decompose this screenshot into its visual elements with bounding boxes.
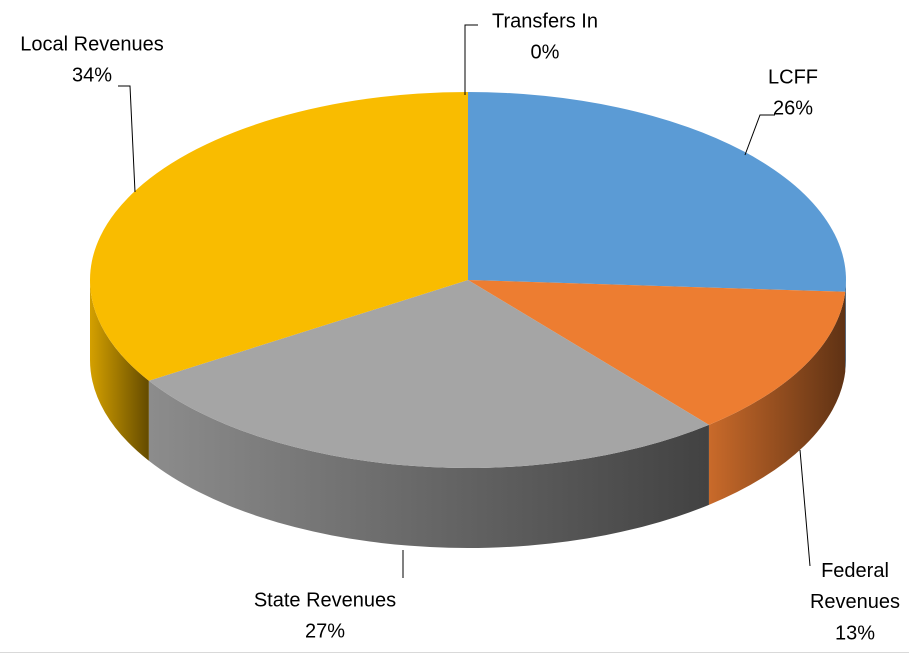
leader-line <box>118 85 136 193</box>
data-label-value: 27% <box>305 620 345 642</box>
slice-side <box>708 291 846 505</box>
data-label-name: Transfers In <box>492 10 598 32</box>
slice-side <box>845 280 846 372</box>
slice <box>148 280 709 468</box>
data-label-name: LCFF <box>768 66 818 88</box>
slice-side <box>90 280 149 461</box>
data-label-name: Local Revenues <box>20 33 163 55</box>
data-label-value: 26% <box>773 97 813 119</box>
leader-line <box>464 24 478 95</box>
leader-line <box>799 449 811 567</box>
data-label-name: Federal Revenues <box>810 560 900 613</box>
data-label-value: 34% <box>72 64 112 86</box>
slice-side <box>148 380 709 548</box>
data-label-value: 13% <box>835 622 875 644</box>
slice <box>468 280 846 425</box>
slice <box>468 92 846 292</box>
data-label-value: 0% <box>531 41 560 63</box>
data-label-name: State Revenues <box>254 589 396 611</box>
leader-line <box>744 114 775 156</box>
slice <box>89 92 468 381</box>
